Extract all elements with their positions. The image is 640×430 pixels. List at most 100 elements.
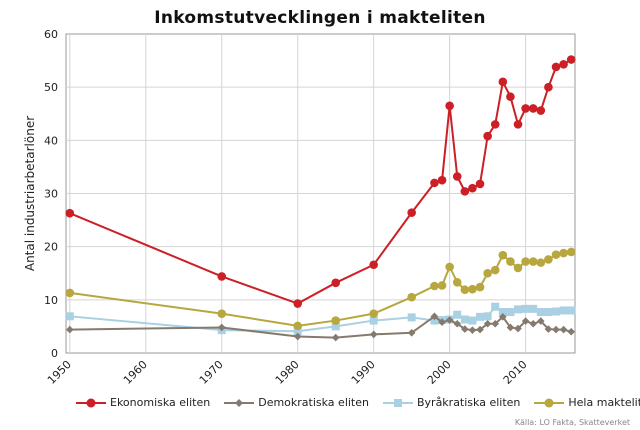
data-point [437,175,447,185]
data-point [369,309,378,318]
data-point [293,321,303,331]
legend-swatch [224,398,255,407]
data-point [499,313,507,321]
data-point [331,333,340,342]
data-point [430,316,439,325]
data-point [506,323,515,332]
data-point [65,312,74,321]
data-point [514,324,522,333]
y-axis: 0 10 20 30 40 50 60 [44,28,58,360]
data-point [430,281,439,291]
data-point [552,325,560,334]
data-point [65,325,74,334]
data-point [445,101,454,111]
data-point [461,325,469,333]
data-point [430,178,439,188]
data-point [369,316,378,325]
data-point [491,302,500,311]
data-point [293,299,303,308]
x-tick-label: 1970 [197,358,226,387]
y-axis-label: Antal industriarbetarlöner [23,116,37,271]
data-point [537,317,545,325]
data-point [559,60,568,69]
x-tick-label: 1990 [349,358,378,387]
y-tick-label: 0 [51,347,58,360]
data-point [521,304,530,313]
data-point [369,260,378,270]
data-point [552,307,561,316]
data-point [566,55,576,64]
data-point [513,263,523,273]
legend-label: Byråkratiska eliten [416,396,521,409]
y-tick-label: 40 [44,134,58,147]
data-point [65,208,75,218]
data-point [528,104,538,113]
data-point [369,330,378,339]
series [65,55,576,342]
data-point [521,317,530,325]
data-point [514,305,523,314]
data-point [453,310,462,319]
data-point [483,312,492,321]
data-point [217,309,227,318]
data-point [506,308,515,317]
data-point [559,306,568,315]
data-point [468,316,477,325]
data-point [498,250,508,260]
series-demokratiska-eliten [65,312,576,342]
data-point [498,308,507,317]
legend-swatch [76,398,106,407]
data-point [445,316,454,324]
y-tick-label: 10 [44,294,58,307]
data-point [544,255,553,264]
legend-item: Demokratiska eliten [224,396,369,409]
y-tick-label: 20 [44,241,58,254]
data-point [407,328,416,337]
data-point [566,247,576,257]
x-tick-label: 1950 [45,358,74,387]
legend-label: Ekonomiska eliten [110,396,211,409]
data-point [513,120,523,129]
data-point [476,312,485,321]
legend: Ekonomiska eliten Demokratiska eliten Byrå… [76,396,640,409]
data-point [331,322,340,331]
data-point [468,284,477,294]
data-point [483,319,492,328]
data-point [460,285,470,295]
legend-label: Hela makteliten [568,396,640,409]
x-tick-label: 1980 [273,358,302,387]
data-point [460,315,469,324]
data-point [475,282,485,292]
data-point [331,278,340,288]
data-point [529,319,538,328]
data-point [528,257,538,266]
data-point [544,325,553,333]
data-point [468,183,477,193]
y-tick-label: 60 [44,28,58,41]
series-hela-makteliten [65,247,576,331]
data-point [293,327,302,336]
data-point [452,172,462,181]
data-point [567,306,576,315]
data-point [430,312,439,321]
chart-title: Inkomstutvecklingen i makteliten [154,8,486,28]
data-point [529,304,538,313]
data-point [490,120,500,129]
data-point [490,265,500,275]
data-point [468,326,477,334]
data-point [567,327,576,336]
x-tick-label: 2000 [425,358,454,387]
data-point [331,316,340,325]
data-point [544,308,553,317]
legend-swatch [534,398,565,407]
data-point [506,257,515,266]
data-point [521,104,530,113]
data-point [559,248,568,258]
data-point [506,92,515,102]
series-ekonomiska-eliten [65,55,576,308]
data-point [452,277,462,287]
data-point [65,288,75,298]
data-point [551,62,561,72]
data-point [551,250,561,259]
